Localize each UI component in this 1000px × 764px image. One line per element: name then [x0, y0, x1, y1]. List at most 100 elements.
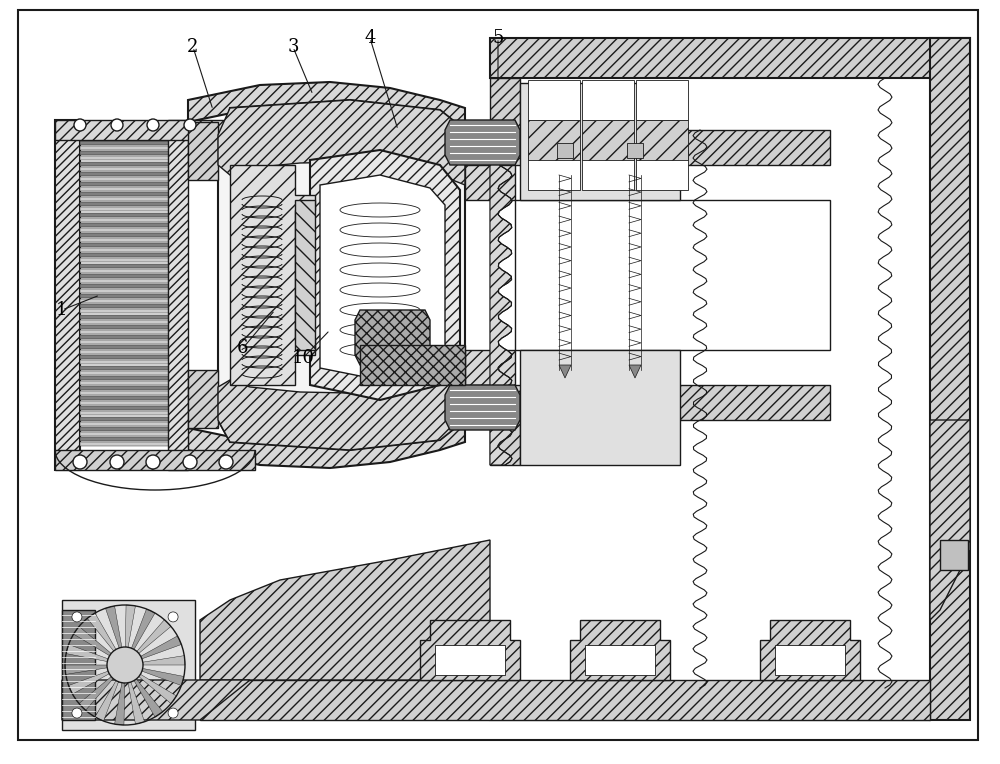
Polygon shape — [66, 645, 108, 662]
Bar — [80, 401, 168, 405]
Circle shape — [73, 455, 87, 469]
Bar — [80, 427, 168, 431]
Polygon shape — [115, 683, 125, 725]
Polygon shape — [134, 679, 163, 717]
Bar — [80, 207, 168, 212]
Polygon shape — [188, 122, 218, 180]
Polygon shape — [55, 120, 255, 140]
Polygon shape — [420, 620, 520, 680]
Polygon shape — [188, 370, 218, 428]
Circle shape — [107, 647, 143, 683]
Bar — [80, 172, 168, 176]
Polygon shape — [188, 420, 465, 468]
Bar — [80, 212, 168, 216]
Bar — [80, 371, 168, 374]
Bar — [80, 294, 168, 298]
Circle shape — [74, 119, 86, 131]
Bar — [627, 143, 643, 158]
Bar — [80, 345, 168, 349]
Circle shape — [72, 612, 82, 622]
Bar — [80, 315, 168, 319]
Polygon shape — [87, 613, 116, 651]
Bar — [528, 80, 580, 120]
Polygon shape — [465, 385, 830, 420]
Polygon shape — [139, 675, 176, 704]
Circle shape — [183, 455, 197, 469]
Polygon shape — [188, 82, 465, 130]
Bar — [80, 304, 168, 309]
Text: 5: 5 — [492, 29, 504, 47]
Bar — [80, 437, 168, 441]
Bar — [80, 335, 168, 339]
Text: 4: 4 — [364, 29, 376, 47]
Bar — [80, 361, 168, 364]
Polygon shape — [320, 175, 445, 380]
Bar — [582, 150, 634, 190]
Circle shape — [184, 119, 196, 131]
Polygon shape — [930, 420, 970, 620]
Text: 3: 3 — [287, 38, 299, 56]
Polygon shape — [930, 38, 970, 720]
Polygon shape — [62, 600, 195, 730]
Polygon shape — [490, 688, 930, 720]
Polygon shape — [125, 605, 135, 647]
Bar — [775, 645, 845, 675]
Bar — [80, 422, 168, 426]
Bar — [80, 218, 168, 222]
Bar — [80, 161, 168, 166]
Bar — [80, 391, 168, 395]
Circle shape — [146, 455, 160, 469]
Bar — [80, 330, 168, 334]
Polygon shape — [200, 680, 930, 720]
Polygon shape — [55, 120, 80, 470]
Bar — [80, 406, 168, 410]
Bar — [80, 380, 168, 385]
Circle shape — [147, 119, 159, 131]
Bar — [80, 197, 168, 201]
Polygon shape — [218, 100, 465, 185]
Polygon shape — [141, 636, 181, 659]
Polygon shape — [490, 38, 970, 78]
Bar — [80, 254, 168, 257]
Bar — [80, 376, 168, 380]
Polygon shape — [218, 100, 465, 450]
Bar — [80, 386, 168, 390]
Bar — [80, 355, 168, 359]
Bar — [80, 279, 168, 283]
Polygon shape — [940, 540, 968, 570]
Bar — [80, 233, 168, 237]
Bar — [528, 150, 580, 190]
Bar — [80, 442, 168, 446]
Bar — [557, 143, 573, 158]
Polygon shape — [520, 83, 680, 200]
Bar — [80, 182, 168, 186]
Bar — [80, 411, 168, 416]
Polygon shape — [74, 626, 111, 656]
Polygon shape — [131, 609, 155, 649]
Polygon shape — [465, 130, 830, 165]
Polygon shape — [310, 150, 460, 400]
Polygon shape — [355, 310, 430, 365]
Polygon shape — [490, 130, 512, 465]
Polygon shape — [200, 540, 490, 680]
Polygon shape — [570, 620, 670, 680]
Bar — [636, 120, 688, 160]
Bar — [80, 151, 168, 155]
Bar — [80, 325, 168, 329]
Bar — [582, 120, 634, 160]
Polygon shape — [62, 610, 95, 720]
Bar — [80, 222, 168, 227]
Polygon shape — [79, 677, 113, 711]
Bar — [80, 274, 168, 277]
Bar — [80, 309, 168, 313]
Bar — [80, 228, 168, 231]
Bar — [80, 141, 168, 145]
Polygon shape — [142, 668, 184, 685]
Bar — [80, 289, 168, 293]
Bar — [80, 258, 168, 262]
Bar — [80, 340, 168, 344]
Polygon shape — [137, 620, 171, 653]
Polygon shape — [143, 656, 185, 665]
Polygon shape — [168, 120, 188, 470]
Polygon shape — [465, 350, 515, 385]
